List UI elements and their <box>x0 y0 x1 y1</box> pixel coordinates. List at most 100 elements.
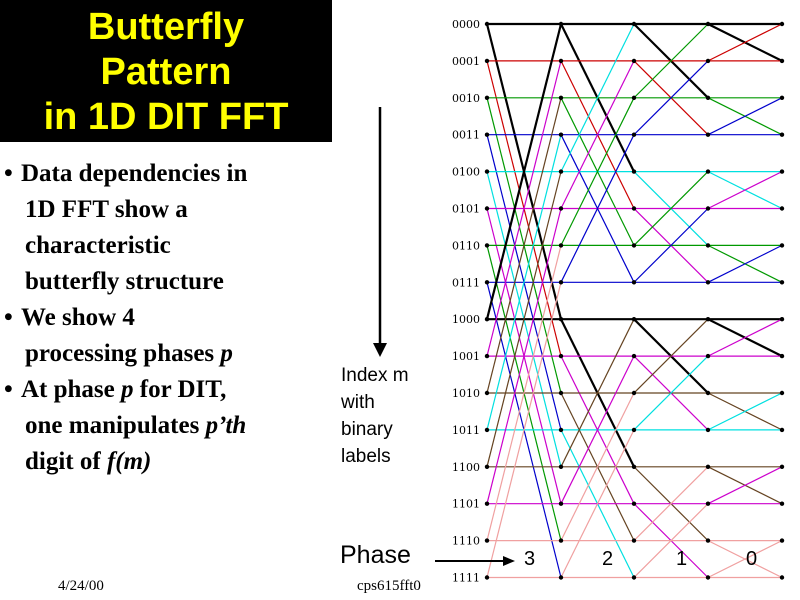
butterfly-node <box>631 501 637 506</box>
binary-label: 1101 <box>452 498 480 511</box>
butterfly-node <box>484 464 490 469</box>
butterfly-node <box>558 353 564 359</box>
butterfly-node <box>779 206 785 211</box>
index-label-line: Index m <box>341 365 409 386</box>
butterfly-edge <box>486 208 562 504</box>
butterfly-edge <box>560 318 635 468</box>
butterfly-node <box>484 390 490 396</box>
butterfly-node <box>484 206 490 211</box>
bullet-text: butterfly structure <box>25 268 224 295</box>
butterfly-edge <box>633 355 709 431</box>
index-label-line: with <box>341 392 375 413</box>
butterfly-edge <box>560 392 635 541</box>
bullet-mark: • <box>4 304 13 331</box>
butterfly-node <box>779 132 785 137</box>
butterfly-node <box>484 353 490 359</box>
butterfly-node <box>484 575 490 580</box>
butterfly-edge <box>560 60 635 209</box>
butterfly-node <box>484 132 490 137</box>
butterfly-node <box>631 353 637 359</box>
butterfly-node <box>779 95 785 101</box>
bullet-text: p’th <box>205 412 247 439</box>
title-box: Butterfly Pattern in 1D DIT FFT <box>0 0 332 142</box>
binary-label: 1000 <box>452 313 480 326</box>
binary-label: 1001 <box>452 350 480 363</box>
butterfly-node <box>705 206 711 211</box>
butterfly-edge <box>486 171 562 467</box>
binary-label: 0010 <box>452 92 480 105</box>
butterfly-node <box>779 21 785 27</box>
butterfly-edge <box>486 245 562 541</box>
bullet-line: digit of f(m) <box>25 446 151 478</box>
butterfly-node <box>631 21 637 27</box>
footer-date: 4/24/00 <box>58 578 104 594</box>
butterfly-node <box>558 501 564 506</box>
bullet-text: 1D FFT show a <box>25 196 188 223</box>
bullet-text: p <box>220 340 233 367</box>
butterfly-node <box>631 169 637 174</box>
butterfly-node <box>558 538 564 543</box>
binary-label: 0011 <box>452 129 480 142</box>
title-line-1: Butterfly <box>87 6 245 48</box>
butterfly-node <box>631 95 637 101</box>
butterfly-node <box>705 538 711 543</box>
index-label: Index m with binary labels <box>341 362 409 470</box>
butterfly-edge <box>633 208 709 283</box>
butterfly-node <box>558 280 564 285</box>
butterfly-edge <box>707 540 783 579</box>
butterfly-edge <box>707 97 783 136</box>
butterfly-node <box>779 575 785 580</box>
butterfly-node <box>484 501 490 506</box>
butterfly-edge <box>633 318 709 394</box>
butterfly-node <box>705 575 711 580</box>
bullet-text: one manipulates <box>25 412 206 439</box>
butterfly-edge <box>707 466 783 505</box>
bullet-text: processing phases <box>25 340 221 367</box>
bullet-text: for DIT, <box>133 376 227 403</box>
butterfly-node <box>705 390 711 396</box>
butterfly-edge <box>560 97 635 246</box>
butterfly-node <box>705 21 711 27</box>
butterfly-node <box>779 169 785 174</box>
butterfly-node <box>779 317 785 322</box>
butterfly-edge <box>707 392 783 431</box>
butterfly-node <box>558 243 564 248</box>
butterfly-node <box>779 464 785 469</box>
butterfly-node <box>558 317 564 322</box>
bullet-mark: • <box>4 160 13 187</box>
phase-number-0: 0 <box>746 548 758 570</box>
butterfly-node <box>631 317 637 322</box>
binary-label: 0111 <box>452 276 480 289</box>
phase-arrow-head <box>503 556 515 566</box>
butterfly-edge <box>560 134 635 283</box>
butterfly-node <box>484 169 490 174</box>
butterfly-node <box>484 538 490 543</box>
butterfly-node <box>484 317 490 322</box>
bullet-text: digit of <box>25 448 107 475</box>
butterfly-node <box>631 427 637 433</box>
butterfly-node <box>779 243 785 248</box>
butterfly-edge <box>486 134 562 431</box>
butterfly-node <box>705 243 711 248</box>
butterfly-node <box>558 464 564 469</box>
butterfly-edge <box>633 23 709 99</box>
butterfly-edge <box>707 171 783 210</box>
butterfly-node <box>779 501 785 506</box>
butterfly-node <box>705 464 711 469</box>
butterfly-node <box>631 464 637 469</box>
binary-label: 0100 <box>452 166 480 179</box>
butterfly-node <box>705 132 711 137</box>
butterfly-node <box>558 58 564 64</box>
binary-label: 1111 <box>452 572 480 585</box>
index-label-line: labels <box>341 446 391 467</box>
butterfly-node <box>631 575 637 580</box>
phase-number-1: 1 <box>676 548 688 570</box>
butterfly-node <box>631 538 637 543</box>
binary-label: 0110 <box>452 239 480 252</box>
binary-label: 0001 <box>452 55 480 68</box>
butterfly-node <box>484 280 490 285</box>
butterfly-node <box>705 317 711 322</box>
bullet-text: At phase <box>21 376 122 403</box>
bullet-text: p <box>121 376 134 403</box>
